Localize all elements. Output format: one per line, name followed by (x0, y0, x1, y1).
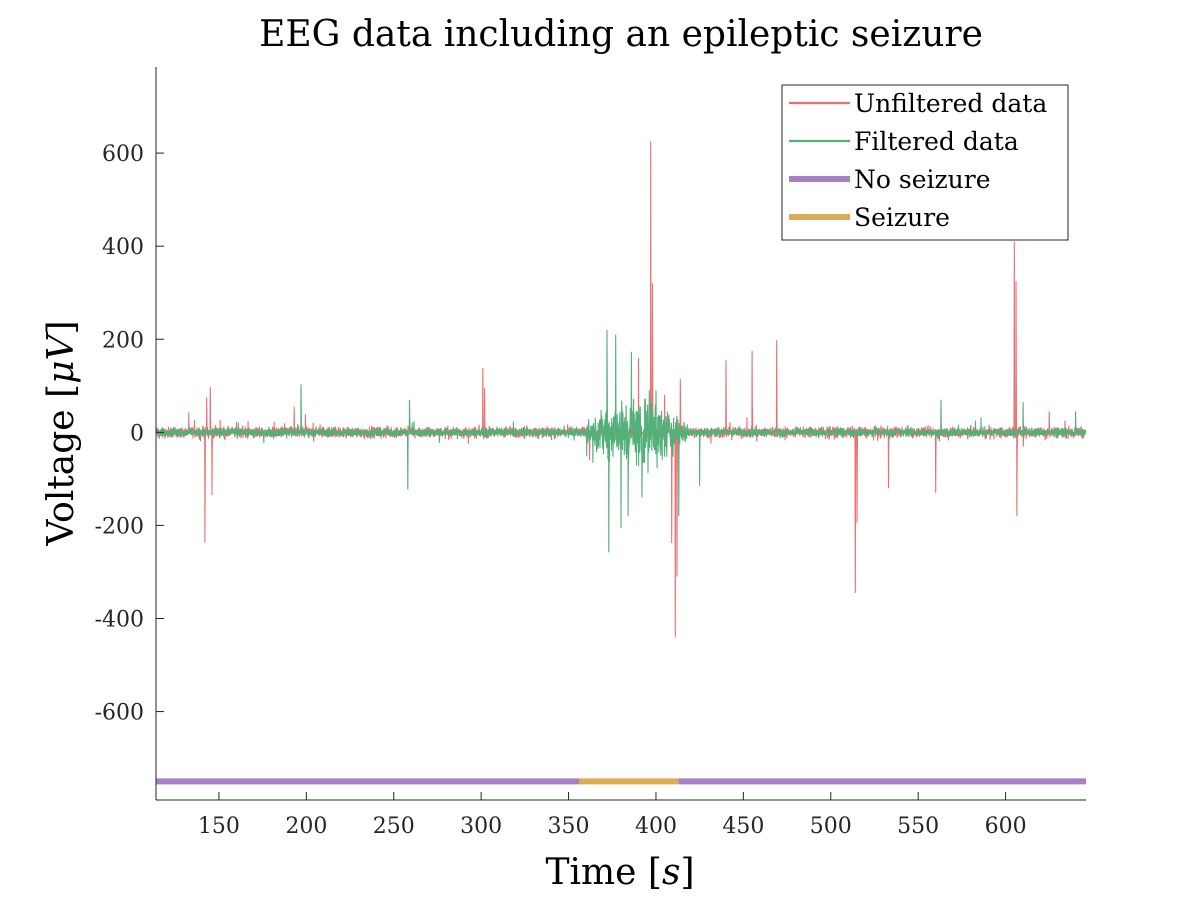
plot-area (156, 141, 1086, 785)
x-tick-group: 150 200 250 300 350 400 450 500 550 600 (198, 792, 1027, 839)
legend: Unfiltered data Filtered data No seizure Se… (781, 84, 1069, 241)
y-tick-label: 400 (102, 235, 144, 260)
x-tick-label: 600 (985, 814, 1027, 839)
y-axis-label: Voltage [μV] (41, 320, 82, 546)
legend-label: Filtered data (854, 127, 1019, 156)
chart-title: EEG data including an epileptic seizure (259, 14, 983, 55)
y-tick-label: 0 (130, 421, 144, 446)
x-tick-label: 550 (897, 814, 939, 839)
x-tick-label: 150 (198, 814, 240, 839)
y-tick-label: -400 (95, 607, 144, 632)
y-tick-label: -600 (95, 701, 144, 726)
legend-label: Unfiltered data (854, 89, 1047, 118)
x-tick-label: 250 (373, 814, 415, 839)
y-tick-group: -600 -400 -200 0 200 400 600 (95, 142, 164, 726)
x-tick-label: 350 (548, 814, 590, 839)
legend-label: No seizure (854, 165, 991, 194)
x-tick-label: 300 (460, 814, 502, 839)
y-tick-label: -200 (95, 514, 144, 539)
x-tick-label: 500 (810, 814, 852, 839)
legend-label: Seizure (854, 203, 950, 232)
y-tick-label: 600 (102, 142, 144, 167)
y-tick-label: 200 (102, 328, 144, 353)
filtered-data-line (156, 329, 1086, 553)
x-tick-label: 400 (635, 814, 677, 839)
x-tick-label: 450 (722, 814, 764, 839)
x-tick-label: 200 (285, 814, 327, 839)
x-axis-label: Time [s] (546, 852, 695, 893)
